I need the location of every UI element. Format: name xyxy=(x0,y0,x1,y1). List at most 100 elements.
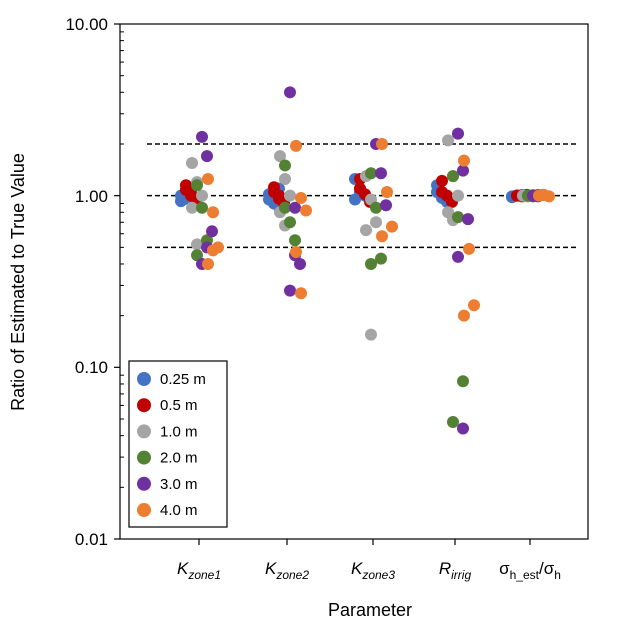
data-point xyxy=(191,238,203,251)
legend-label: 2.0 m xyxy=(160,450,198,467)
legend-label: 0.5 m xyxy=(160,397,198,414)
data-point xyxy=(457,422,469,435)
data-point xyxy=(543,190,555,203)
x-category-base: K xyxy=(177,559,189,578)
data-point xyxy=(360,224,372,237)
data-point xyxy=(452,250,464,263)
data-point xyxy=(279,159,291,172)
legend-label: 3.0 m xyxy=(160,476,198,493)
data-point xyxy=(202,173,214,186)
data-point xyxy=(185,187,197,200)
data-point xyxy=(375,167,387,180)
data-point xyxy=(289,201,301,214)
data-point xyxy=(375,252,387,265)
x-category-label: σh_est/σh xyxy=(499,559,561,582)
data-points xyxy=(175,86,555,435)
legend-marker xyxy=(137,503,151,517)
x-category-sub: irrig xyxy=(451,568,471,582)
legend-marker xyxy=(137,476,151,491)
y-tick-label: 1.00 xyxy=(75,187,108,206)
x-category-base: K xyxy=(265,559,277,578)
data-point xyxy=(365,328,377,341)
y-axis-title: Ratio of Estimated to True Value xyxy=(8,153,28,411)
data-point xyxy=(370,201,382,214)
data-point xyxy=(380,199,392,212)
data-point xyxy=(468,299,480,312)
data-point xyxy=(463,242,475,255)
data-point xyxy=(442,134,454,147)
data-point xyxy=(196,130,208,143)
x-category-tail: /σ xyxy=(539,559,555,578)
x-category-sub: zone2 xyxy=(275,568,309,582)
data-point xyxy=(279,201,291,214)
data-point xyxy=(452,189,464,202)
y-tick-label: 0.01 xyxy=(75,530,108,549)
x-category-tail-sub: h xyxy=(554,568,561,582)
data-point xyxy=(289,234,301,247)
data-point xyxy=(279,173,291,186)
data-point xyxy=(186,156,198,169)
data-point xyxy=(436,174,448,187)
data-point xyxy=(207,244,219,257)
data-point xyxy=(191,179,203,192)
data-point xyxy=(447,170,459,183)
data-point xyxy=(196,189,208,202)
data-point xyxy=(196,201,208,214)
data-point xyxy=(284,284,296,297)
x-category-base: σ xyxy=(499,559,510,578)
data-point xyxy=(462,213,474,226)
data-point xyxy=(300,204,312,217)
x-axis-title: Parameter xyxy=(328,600,412,620)
data-point xyxy=(457,375,469,388)
legend-label: 4.0 m xyxy=(160,502,198,519)
legend-label: 1.0 m xyxy=(160,423,198,440)
data-point xyxy=(294,257,306,270)
data-point xyxy=(376,230,388,243)
x-category-label: Rirrig xyxy=(439,559,472,582)
x-category-label: Kzone3 xyxy=(351,559,395,582)
data-point xyxy=(206,225,218,238)
data-point xyxy=(457,164,469,177)
data-point xyxy=(290,139,302,152)
data-point xyxy=(186,201,198,214)
data-point xyxy=(191,249,203,262)
legend: 0.25 m 0.5 m 1.0 m 2.0 m 3.0 m 4.0 m xyxy=(128,360,228,528)
axis-ticks xyxy=(114,23,531,545)
data-point xyxy=(284,216,296,229)
data-point xyxy=(386,220,398,233)
x-category-sub: zone3 xyxy=(361,568,395,582)
data-point xyxy=(452,211,464,224)
data-point xyxy=(458,154,470,167)
x-category-sub: zone1 xyxy=(187,568,221,582)
data-point xyxy=(370,216,382,229)
y-tick-label: 0.10 xyxy=(75,358,108,377)
x-category-base: R xyxy=(439,559,451,578)
data-point xyxy=(295,287,307,300)
legend-box xyxy=(128,360,228,528)
legend-marker xyxy=(137,398,151,413)
data-point xyxy=(376,137,388,150)
data-point xyxy=(365,167,377,180)
data-point xyxy=(436,186,448,199)
data-point xyxy=(284,189,296,202)
data-point xyxy=(201,150,213,163)
x-category-label: Kzone1 xyxy=(177,559,221,582)
legend-marker xyxy=(137,450,151,465)
data-point xyxy=(284,86,296,99)
data-point xyxy=(452,127,464,140)
x-category-sub: h_est xyxy=(510,568,540,582)
y-tick-label: 10.00 xyxy=(65,15,108,34)
x-category-label: Kzone2 xyxy=(265,559,309,582)
data-point xyxy=(290,245,302,258)
legend-label: 0.25 m xyxy=(160,371,206,388)
data-point xyxy=(202,257,214,270)
data-point xyxy=(381,186,393,199)
data-point xyxy=(207,206,219,219)
data-point xyxy=(274,150,286,163)
data-point xyxy=(273,192,285,205)
data-point xyxy=(354,182,366,195)
data-point xyxy=(365,257,377,270)
data-point xyxy=(458,309,470,322)
legend-marker xyxy=(137,372,151,386)
